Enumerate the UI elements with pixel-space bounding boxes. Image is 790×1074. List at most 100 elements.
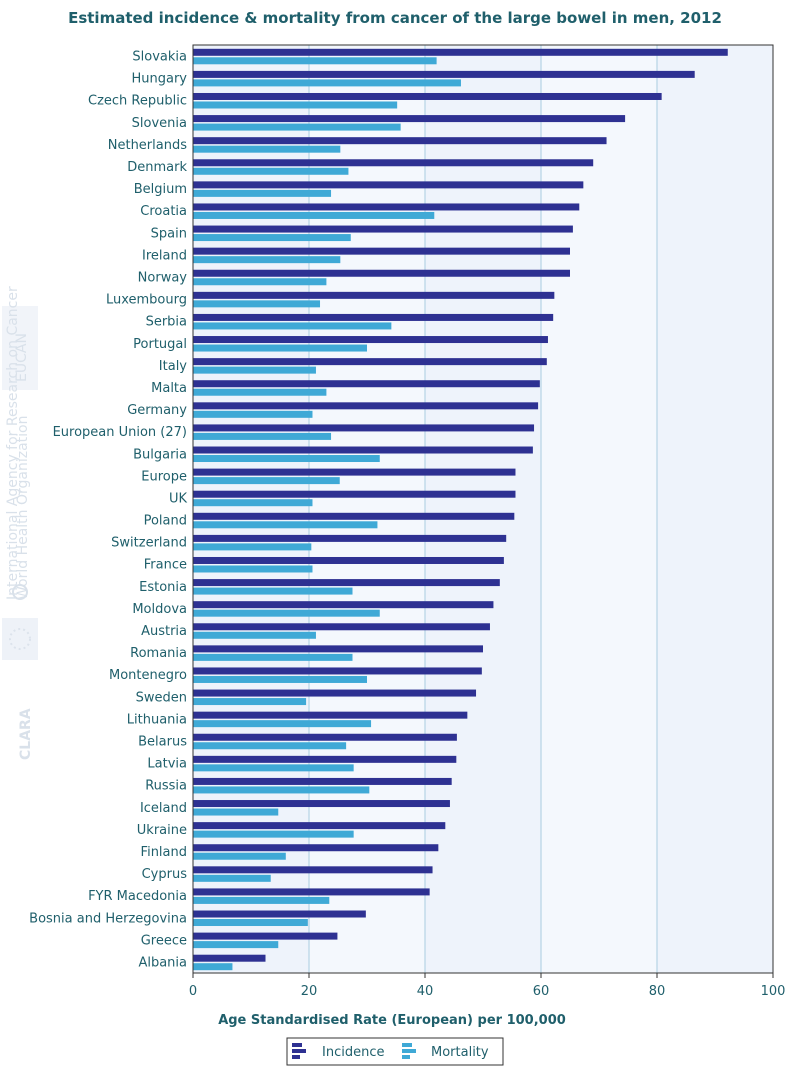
x-axis-title: Age Standardised Rate (European) per 100… (218, 1013, 566, 1028)
category-label: Bulgaria (133, 447, 187, 462)
bar-mortality-austria (193, 631, 316, 639)
category-label: Czech Republic (88, 94, 187, 109)
category-label: Malta (151, 381, 187, 396)
bar-incidence-russia (193, 777, 452, 785)
x-tick-label: 20 (301, 984, 318, 999)
x-tick-label: 80 (649, 984, 666, 999)
bar-mortality-slovakia (193, 57, 437, 65)
category-label: Slovenia (132, 116, 187, 131)
category-label: Montenegro (109, 668, 187, 683)
category-label: Croatia (140, 204, 187, 219)
category-label: Europe (141, 469, 187, 484)
category-label: Moldova (132, 602, 187, 617)
x-tick-label: 100 (761, 984, 786, 999)
bar-mortality-bulgaria (193, 455, 380, 463)
bar-incidence-lithuania (193, 711, 468, 719)
bars (193, 48, 728, 971)
bar-mortality-greece (193, 941, 279, 949)
bar-incidence-europe (193, 468, 516, 476)
bar-mortality-malta (193, 388, 327, 396)
bar-incidence-netherlands (193, 137, 607, 145)
category-label: Lithuania (127, 712, 187, 727)
category-label: Norway (138, 271, 188, 286)
bar-incidence-germany (193, 402, 539, 410)
category-label: Albania (138, 955, 187, 970)
category-label: Slovakia (132, 50, 187, 65)
category-label: Greece (141, 933, 187, 948)
bar-mortality-denmark (193, 167, 349, 175)
bar-mortality-estonia (193, 587, 353, 595)
bar-incidence-portugal (193, 336, 548, 344)
bar-incidence-estonia (193, 579, 500, 587)
plot-background (193, 45, 773, 973)
legend-swatch-incidence-b (292, 1049, 306, 1053)
plot-band (657, 45, 773, 973)
bar-incidence-spain (193, 225, 573, 233)
plot-band (425, 45, 541, 973)
category-label: Switzerland (111, 536, 187, 551)
category-label: Hungary (131, 72, 187, 87)
gridlines (308, 45, 658, 973)
bar-incidence-slovakia (193, 48, 728, 56)
bar-incidence-malta (193, 380, 540, 388)
bar-incidence-cyprus (193, 866, 433, 874)
bar-incidence-moldova (193, 601, 494, 609)
bar-incidence-fyr-macedonia (193, 888, 430, 896)
bar-incidence-czech-republic (193, 92, 662, 100)
bar-mortality-ukraine (193, 830, 354, 838)
watermark-logos: EUCAN International Agency for Research … (2, 286, 38, 760)
legend-box (286, 1037, 504, 1066)
bar-mortality-poland (193, 521, 378, 529)
bar-mortality-sweden (193, 698, 307, 706)
bar-mortality-lithuania (193, 720, 372, 728)
bar-mortality-switzerland (193, 543, 312, 551)
bar-incidence-france (193, 556, 504, 564)
bar-incidence-switzerland (193, 534, 507, 542)
category-label: Cyprus (142, 867, 188, 882)
bar-mortality-germany (193, 410, 313, 418)
bar-mortality-norway (193, 278, 327, 286)
bar-incidence-greece (193, 932, 338, 940)
bar-mortality-iceland (193, 808, 279, 816)
legend-swatch-mortality-c (402, 1055, 410, 1059)
bar-incidence-bosnia-and-herzegovina (193, 910, 366, 918)
category-label: FYR Macedonia (88, 889, 187, 904)
category-label: Spain (151, 226, 187, 241)
bar-incidence-montenegro (193, 667, 482, 675)
bar-incidence-belgium (193, 181, 584, 189)
bar-mortality-uk (193, 499, 313, 507)
who-watermark-text: World Health Organization (15, 416, 31, 601)
legend-item-mortality: Mortality (402, 1043, 489, 1060)
category-labels: Slovakia Hungary Czech Republic Slovenia Net… (29, 50, 187, 971)
x-tick-label: 40 (417, 984, 434, 999)
bar-mortality-slovenia (193, 123, 401, 131)
bar-incidence-norway (193, 269, 570, 277)
category-label: UK (169, 491, 188, 506)
bar-mortality-european-union-27 (193, 432, 332, 440)
category-label: Romania (130, 646, 187, 661)
bar-incidence-bulgaria (193, 446, 533, 454)
category-label: Netherlands (108, 138, 187, 153)
bar-incidence-romania (193, 645, 483, 653)
bar-mortality-fyr-macedonia (193, 896, 330, 904)
bar-incidence-italy (193, 358, 547, 366)
category-label: Sweden (136, 690, 187, 705)
bar-incidence-slovenia (193, 115, 626, 123)
bar-mortality-montenegro (193, 675, 367, 683)
legend-swatch-incidence (292, 1043, 302, 1047)
bar-incidence-poland (193, 512, 515, 520)
category-label: Ukraine (137, 823, 187, 838)
legend-item-incidence: Incidence (292, 1043, 384, 1060)
bar-incidence-iceland (193, 800, 450, 808)
bar-incidence-belarus (193, 733, 457, 741)
category-label: Latvia (147, 757, 187, 772)
eucan-logo-text: EUCAN (14, 333, 30, 382)
category-label: Italy (159, 359, 188, 374)
bar-incidence-albania (193, 954, 266, 962)
category-label: Belarus (138, 735, 187, 750)
bar-mortality-belarus (193, 742, 347, 750)
legend: Incidence Mortality (286, 1037, 504, 1066)
eu-flag-stars-icon (9, 628, 31, 650)
chart-title: Estimated incidence & mortality from can… (68, 9, 722, 27)
